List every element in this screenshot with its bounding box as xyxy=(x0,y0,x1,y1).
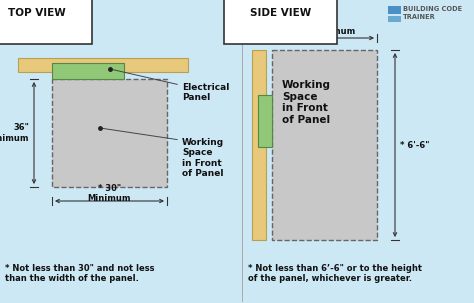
Text: 36" Minimum: 36" Minimum xyxy=(293,27,356,36)
Bar xyxy=(388,16,401,22)
Bar xyxy=(272,50,377,240)
Bar xyxy=(258,95,272,147)
Text: Electrical
Panel: Electrical Panel xyxy=(182,83,229,102)
Bar xyxy=(388,6,401,14)
Bar xyxy=(252,50,266,240)
Text: BUILDING CODE: BUILDING CODE xyxy=(403,6,462,12)
Text: SIDE VIEW: SIDE VIEW xyxy=(250,8,311,18)
Text: Working
Space
in Front
of Panel: Working Space in Front of Panel xyxy=(182,138,224,178)
Text: TOP VIEW: TOP VIEW xyxy=(8,8,66,18)
Text: * 6'-6": * 6'-6" xyxy=(400,141,429,149)
Bar xyxy=(52,79,167,187)
Text: 36"
Minimum: 36" Minimum xyxy=(0,123,29,143)
Bar xyxy=(52,63,124,79)
Text: TRAINER: TRAINER xyxy=(403,14,436,20)
Text: Working
Space
in Front
of Panel: Working Space in Front of Panel xyxy=(282,80,331,125)
Text: * 30"
Minimum: * 30" Minimum xyxy=(88,184,131,203)
Text: * Not less than 30" and not less
than the width of the panel.: * Not less than 30" and not less than th… xyxy=(5,264,155,283)
Bar xyxy=(18,58,188,72)
Text: * Not less than 6’-6" or to the height
of the panel, whichever is greater.: * Not less than 6’-6" or to the height o… xyxy=(248,264,422,283)
